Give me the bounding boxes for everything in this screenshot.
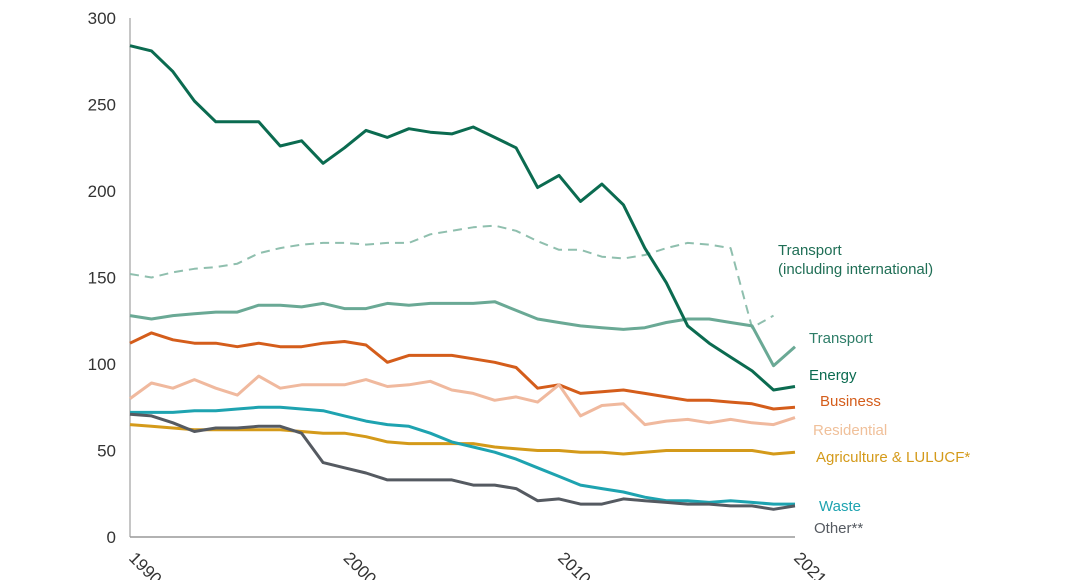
series-label: Transport	[778, 242, 842, 259]
series-label: Energy	[809, 367, 857, 384]
series-label: Waste	[819, 498, 861, 515]
x-axis-ticks: 1990 2000 2010 2021	[125, 548, 830, 580]
y-tick-label: 100	[88, 355, 116, 374]
series-line-waste	[130, 405, 795, 506]
series-label: Residential	[813, 422, 887, 439]
series-line-transport-including-international	[129, 224, 774, 329]
series-label: Other**	[814, 520, 863, 537]
series-label: Agriculture & LULUCF*	[816, 449, 970, 466]
series-group	[129, 44, 796, 511]
x-tick-label: 2000	[340, 548, 380, 580]
y-tick-label: 250	[88, 96, 116, 115]
series-label: Business	[820, 393, 881, 410]
y-tick-label: 0	[107, 528, 116, 547]
y-tick-label: 150	[88, 269, 116, 288]
x-tick-label: 2021	[790, 548, 830, 580]
series-line-business	[129, 331, 796, 411]
y-tick-label: 200	[88, 182, 116, 201]
y-tick-label: 50	[97, 442, 116, 461]
y-tick-label: 300	[88, 9, 116, 28]
series-labels: Transport (including international) Trans…	[778, 242, 970, 537]
series-label: (including international)	[778, 261, 933, 278]
series-line-other	[129, 412, 796, 511]
series-label: Transport	[809, 330, 873, 347]
y-axis-ticks: 0 50 100 150 200 250 300	[88, 9, 116, 547]
x-tick-label: 2010	[554, 548, 594, 580]
series-line-residential	[129, 374, 796, 427]
x-tick-label: 1990	[125, 548, 165, 580]
series-line-energy	[129, 44, 796, 392]
